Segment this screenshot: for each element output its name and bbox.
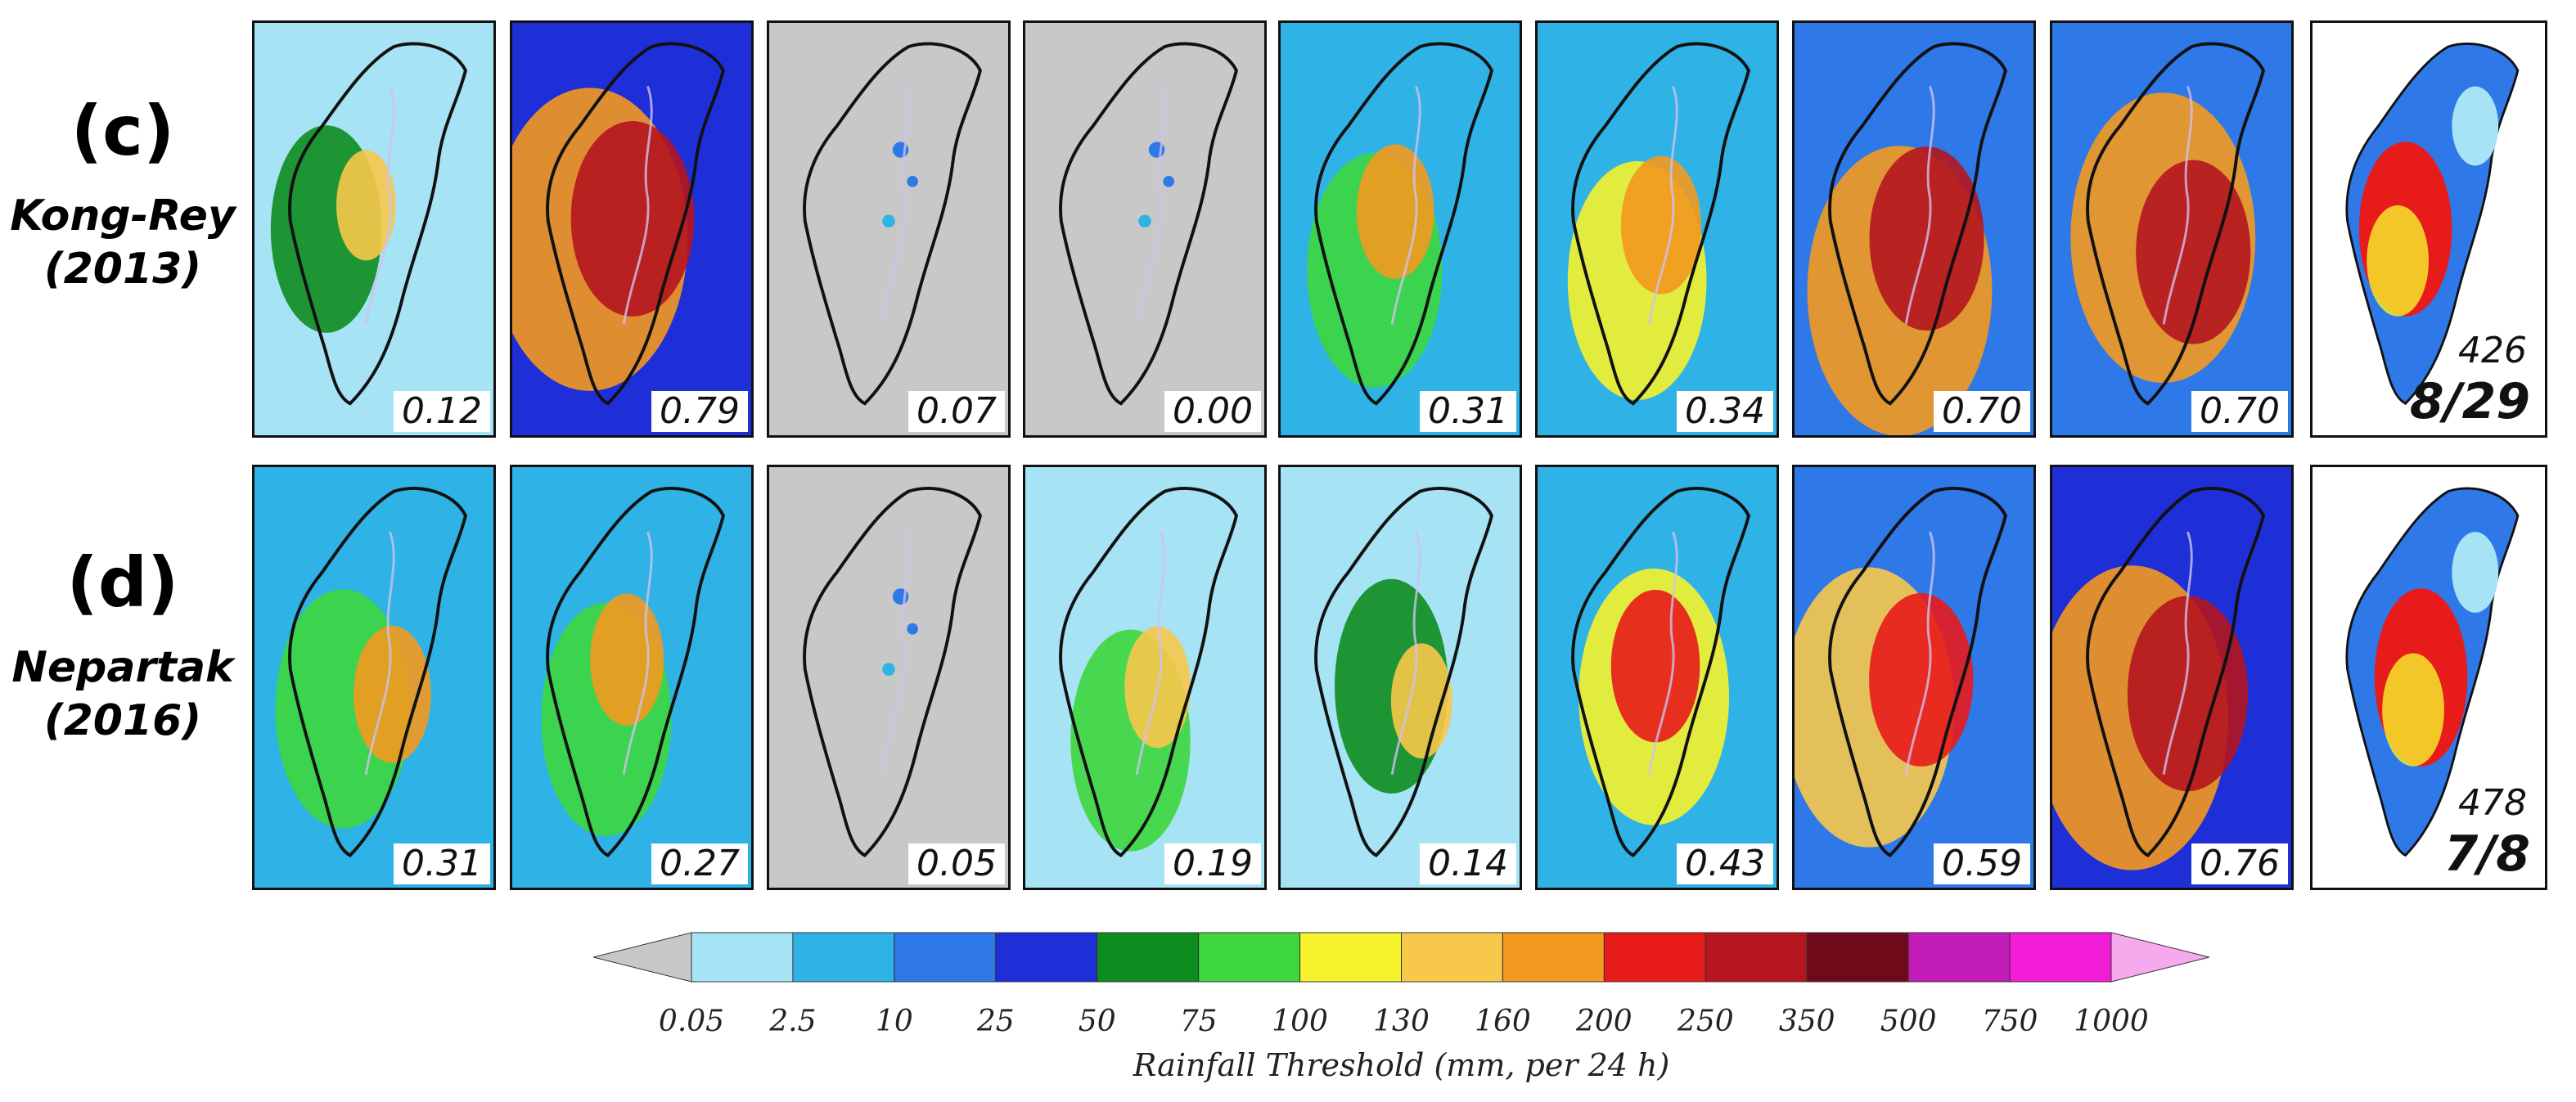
skill-score: 0.70 xyxy=(1934,390,2030,432)
observed-max-total: 426 xyxy=(2458,330,2527,371)
skill-score: 0.31 xyxy=(394,843,490,884)
rainfall-map-panel: 0.07 xyxy=(767,20,1011,438)
storm-year: (2013) xyxy=(43,245,202,294)
storm-name: Nepartak xyxy=(11,643,234,692)
row-tag: (c) xyxy=(70,91,175,171)
colorbar-segment xyxy=(995,932,1098,983)
skill-score: 0.07 xyxy=(908,390,1005,432)
row-tag: (d) xyxy=(66,542,179,623)
rainfall-map-panel: 0.14 xyxy=(1278,465,1522,890)
rainfall-map-panel: 0.00 xyxy=(1023,20,1267,438)
colorbar-tick-label: 25 xyxy=(976,1005,1015,1038)
colorbar-tick-label: 250 xyxy=(1677,1005,1734,1038)
colorbar-segment xyxy=(1907,932,2011,983)
colorbar-segment xyxy=(1705,932,1808,983)
skill-score: 0.79 xyxy=(651,390,748,432)
skill-score: 0.43 xyxy=(1677,843,1773,884)
colorbar-tick-label: 10 xyxy=(875,1005,913,1038)
observed-date: 7/8 xyxy=(2443,825,2530,883)
colorbar-segment xyxy=(1806,932,1909,983)
colorbar-tick-label: 130 xyxy=(1373,1005,1430,1038)
rainfall-colorbar xyxy=(593,932,2209,983)
colorbar-tick-label: 100 xyxy=(1272,1005,1328,1038)
observed-rainfall-panel: 478 7/8 xyxy=(2310,465,2547,890)
rainfall-map-panel: 0.70 xyxy=(2050,20,2294,438)
rainfall-map-panel: 0.70 xyxy=(1792,20,2036,438)
colorbar-tick-label: 2.5 xyxy=(769,1005,817,1038)
rainfall-map-panel: 0.76 xyxy=(2050,465,2294,890)
skill-score: 0.19 xyxy=(1164,843,1261,884)
storm-name: Kong-Rey xyxy=(10,191,236,241)
skill-score: 0.27 xyxy=(651,843,748,884)
row-label-d: (d) Nepartak (2016) xyxy=(0,548,245,748)
colorbar-tick-label: 160 xyxy=(1475,1005,1531,1038)
colorbar-segment xyxy=(894,932,997,983)
rainfall-map-panel: 0.31 xyxy=(252,465,496,890)
colorbar-segment xyxy=(1502,932,1605,983)
skill-score: 0.34 xyxy=(1677,390,1773,432)
skill-score: 0.31 xyxy=(1420,390,1516,432)
skill-score: 0.70 xyxy=(2191,390,2288,432)
rainfall-map-panel: 0.27 xyxy=(510,465,754,890)
rainfall-map-panel: 0.05 xyxy=(767,465,1011,890)
colorbar-under-arrow xyxy=(593,932,692,983)
colorbar-tick-label: 750 xyxy=(1981,1005,2038,1038)
skill-score: 0.59 xyxy=(1934,843,2030,884)
colorbar-tick-label: 350 xyxy=(1778,1005,1835,1038)
colorbar-segment xyxy=(2009,932,2112,983)
colorbar-title: Rainfall Threshold (mm, per 24 h) xyxy=(1133,1047,1670,1083)
colorbar-segment xyxy=(792,932,895,983)
rainfall-map-panel: 0.19 xyxy=(1023,465,1267,890)
skill-score: 0.05 xyxy=(908,843,1005,884)
rainfall-map-panel: 0.12 xyxy=(252,20,496,438)
row-label-c: (c) Kong-Rey (2013) xyxy=(0,97,245,296)
rainfall-map-panel: 0.31 xyxy=(1278,20,1522,438)
rainfall-map-panel: 0.59 xyxy=(1792,465,2036,890)
colorbar-tick-label: 75 xyxy=(1179,1005,1218,1038)
rainfall-map-panel: 0.34 xyxy=(1535,20,1779,438)
colorbar-segment xyxy=(1198,932,1301,983)
colorbar-tick-label: 0.05 xyxy=(658,1005,725,1038)
skill-score: 0.12 xyxy=(394,390,490,432)
colorbar-tick-label: 1000 xyxy=(2074,1005,2149,1038)
observed-max-total: 478 xyxy=(2458,782,2527,824)
observed-rainfall-panel: 426 8/29 xyxy=(2310,20,2547,438)
colorbar-tick-label: 200 xyxy=(1575,1005,1633,1038)
observed-date: 8/29 xyxy=(2409,373,2530,430)
skill-score: 0.14 xyxy=(1420,843,1516,884)
skill-score: 0.00 xyxy=(1164,390,1261,432)
colorbar-segment xyxy=(1401,932,1503,983)
colorbar-segment xyxy=(691,932,794,983)
colorbar-tick-label: 500 xyxy=(1880,1005,1937,1038)
colorbar-segment xyxy=(1603,932,1706,983)
skill-score: 0.76 xyxy=(2191,843,2288,884)
colorbar-segment xyxy=(1097,932,1200,983)
rainfall-map-panel: 0.79 xyxy=(510,20,754,438)
storm-year: (2016) xyxy=(43,696,202,745)
colorbar-tick-label: 50 xyxy=(1078,1005,1116,1038)
rainfall-map-panel: 0.43 xyxy=(1535,465,1779,890)
colorbar-segment xyxy=(1299,932,1402,983)
colorbar-over-arrow xyxy=(2110,932,2209,983)
